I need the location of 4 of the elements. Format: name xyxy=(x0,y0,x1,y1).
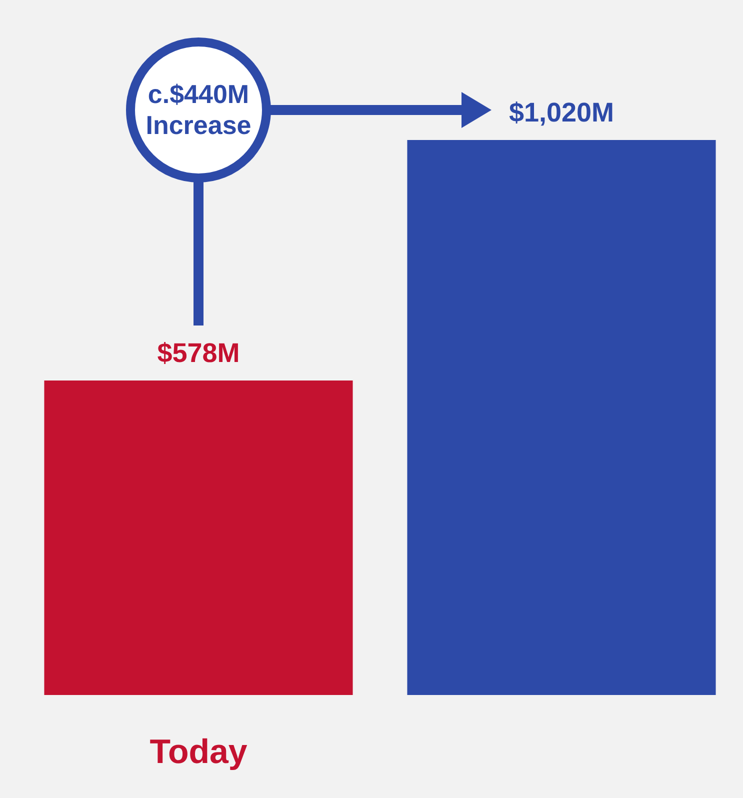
x-tick-label: Today xyxy=(150,733,248,771)
data-label: $1,020M xyxy=(508,98,614,128)
data-label: $578M xyxy=(157,338,240,368)
annotation: c.$440M Increase xyxy=(144,79,252,141)
